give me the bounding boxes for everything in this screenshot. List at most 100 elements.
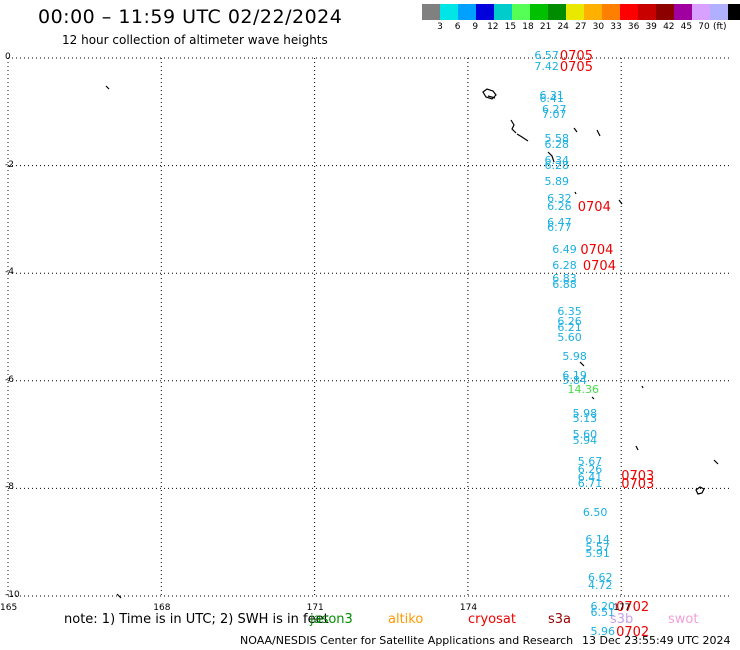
swh-value-label: 7.42 (534, 59, 559, 73)
colorbar-swatch (512, 4, 530, 20)
swh-value-label: 6.83 (552, 272, 577, 286)
y-tick-label: -8 (5, 482, 14, 493)
swh-value-label: 6.26 (547, 199, 572, 213)
swh-value-label: 6.57 (534, 49, 559, 62)
colorbar-tick: 18 (522, 22, 534, 32)
colorbar-swatch (602, 4, 620, 20)
swh-value-label: 6.14 (585, 533, 610, 547)
colorbar-swatch (728, 4, 740, 20)
swh-value-label: 6.41 (577, 471, 603, 485)
colorbar-swatch (584, 4, 602, 20)
swh-value-label: 6.21 (557, 320, 582, 334)
pass-time-label: 0704 (582, 258, 616, 274)
colorbar-tick: 27 (575, 22, 587, 32)
swh-value-label: 6.35 (557, 304, 582, 318)
x-tick-label: 171 (306, 603, 324, 613)
x-tick-label: 174 (459, 603, 478, 613)
colorbar-swatch (620, 4, 638, 20)
colorbar-tick: 9 (472, 22, 479, 32)
credit-line: NOAA/NESDIS Center for Satellite Applica… (240, 634, 574, 647)
swh-value-label: 6.19 (562, 369, 587, 383)
swh-value-label: 5.84 (562, 374, 587, 388)
swh-value-label: 5.67 (577, 455, 603, 469)
colorbar-tick: 33 (610, 22, 622, 32)
satellite-legend-swot: swot (668, 612, 699, 627)
x-tick-label: 177 (613, 603, 631, 613)
swh-value-label: 6.47 (547, 215, 572, 229)
colorbar-tick: 6 (454, 22, 461, 32)
swh-value-label: 5.91 (585, 546, 610, 560)
pass-time-label: 0702 (616, 600, 650, 616)
map-subtitle: 12 hour collection of altimeter wave hei… (62, 33, 328, 47)
y-tick-label: 0 (5, 52, 11, 62)
colorbar-tick: 3 (437, 22, 443, 32)
swh-value-label: 6.28 (544, 137, 570, 151)
x-tick-label: 168 (153, 603, 171, 613)
swh-value-label: 6.27 (541, 102, 567, 116)
swh-value-label: 7.07 (541, 108, 567, 122)
colorbar-swatch (530, 4, 548, 20)
colorbar-swatch (476, 4, 494, 20)
x-tick-label: 165 (0, 603, 18, 613)
swh-value-label: 5.98 (562, 350, 587, 364)
swh-value-label: 6.62 (587, 570, 613, 584)
swh-value-label: 6.50 (582, 506, 608, 520)
swh-value-label: 6.51 (590, 605, 616, 619)
swh-value-label: 6.28 (552, 258, 577, 272)
colorbar-tick: 39 (645, 22, 657, 32)
wave-height-colorbar (422, 4, 740, 20)
swh-value-label: 5.98 (572, 406, 598, 420)
swh-value-label: 6.34 (544, 153, 570, 167)
swh-value-label: 6.26 (577, 463, 603, 477)
swh-value-label: 6.26 (557, 315, 582, 329)
swh-value-label: 5.60 (557, 331, 582, 345)
swh-value-label: 6.20 (590, 600, 616, 614)
map-gridlines (7, 57, 730, 597)
colorbar-swatch (440, 4, 458, 20)
satellite-legend-jason3: jason3 (310, 612, 353, 627)
swh-value-label: 6.88 (552, 277, 577, 291)
footer-note: note: 1) Time is in UTC; 2) SWH is in fe… (64, 612, 329, 627)
satellite-legend-altiko: altiko (388, 612, 424, 627)
colorbar-unit: (ft) (713, 22, 727, 32)
colorbar-tick: 42 (663, 22, 675, 32)
colorbar-tick: 21 (539, 22, 552, 32)
colorbar-swatch (710, 4, 728, 20)
colorbar-swatch (566, 4, 584, 20)
colorbar-swatch (638, 4, 656, 20)
colorbar-swatch (656, 4, 674, 20)
island-outlines (105, 85, 719, 599)
swh-value-label: 4.72 (587, 578, 613, 592)
y-tick-label: -6 (5, 374, 14, 385)
pass-time-label: 0705 (559, 49, 593, 64)
satellite-legend-s3b: s3b (610, 612, 634, 627)
pass-time-label: 0703 (621, 476, 655, 492)
pass-time-label: 0704 (577, 199, 611, 215)
colorbar-tick: 36 (627, 22, 640, 32)
colorbar-tick: 12 (487, 22, 499, 32)
pass-time-label: 0703 (621, 468, 655, 484)
colorbar-tick: 45 (680, 22, 693, 32)
pass-time-label: 0704 (580, 242, 614, 258)
swh-value-label: 6.31 (539, 89, 564, 103)
colorbar-tick: 70 (698, 22, 710, 32)
swh-value-label: 6.41 (539, 92, 564, 106)
y-tick-label: -10 (5, 590, 20, 600)
satellite-legend-cryosat: cryosat (468, 612, 516, 627)
pass-time-label: 0702 (616, 624, 650, 640)
swh-value-label: 14.36 (567, 382, 600, 396)
swh-value-label: 6.71 (577, 476, 603, 490)
colorbar-swatch (494, 4, 512, 20)
swh-value-label: 5.60 (572, 428, 598, 442)
colorbar-swatch (548, 4, 566, 20)
colorbar-swatch (458, 4, 476, 20)
y-tick-label: -4 (5, 267, 14, 278)
pass-time-label: 0705 (559, 59, 593, 75)
colorbar-tick: 15 (504, 22, 517, 32)
swh-value-label: 6.77 (547, 221, 572, 235)
swh-value-label: 5.96 (590, 624, 616, 638)
swh-value-label: 5.89 (544, 175, 570, 189)
swh-value-label: 5.94 (572, 433, 598, 447)
generated-timestamp: 13 Dec 23:55:49 UTC 2024 (582, 634, 731, 647)
